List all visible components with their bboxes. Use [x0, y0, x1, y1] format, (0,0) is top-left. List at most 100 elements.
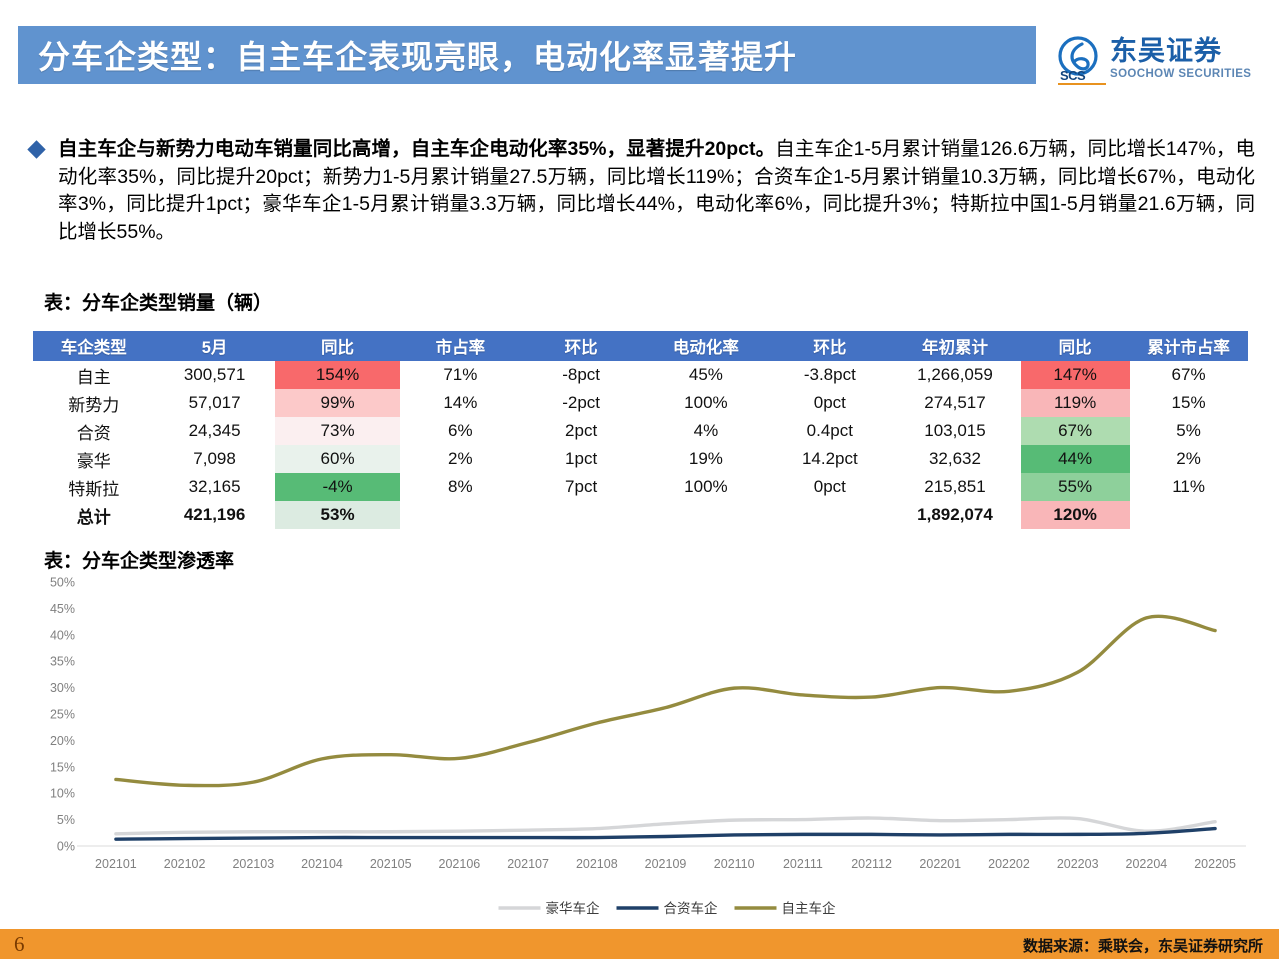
table-cell: 32,165 — [188, 477, 241, 496]
table-cell: 73% — [275, 417, 400, 445]
table-cell — [1130, 501, 1248, 529]
table-cell: 7,098 — [193, 449, 236, 468]
table-col-header: 年初累计 — [888, 331, 1022, 361]
table-cell: 421,196 — [183, 505, 246, 524]
table-cell: 0pct — [813, 393, 846, 412]
logo-mark-icon: SCS — [1058, 36, 1106, 85]
table-cell: 0pct — [813, 477, 846, 496]
chart-x-tick-label: 202104 — [301, 857, 343, 871]
table-cell — [400, 501, 521, 529]
table-cell: 32,632 — [928, 449, 981, 468]
table-cell: 55% — [1020, 473, 1130, 501]
table-row-label: 特斯拉 — [68, 479, 120, 499]
page-number: 6 — [14, 932, 25, 956]
page-title: 分车企类型：自主车企表现亮眼，电动化率显著提升 — [38, 39, 798, 75]
chart-x-tick-label: 202108 — [576, 857, 618, 871]
table-cell: 60% — [275, 445, 400, 473]
bullet-diamond-icon — [27, 140, 46, 159]
chart-x-tick-label: 202102 — [164, 857, 206, 871]
table-col-header: 环比 — [520, 331, 643, 361]
table-cell: 53% — [275, 501, 400, 529]
bullet-block: 自主车企与新势力电动车销量同比高增，自主车企电动化率35%，显著提升20pct。… — [27, 136, 1255, 246]
table-cell: 215,851 — [924, 477, 986, 496]
chart-x-tick-label: 202106 — [439, 857, 481, 871]
table-cell: 100% — [684, 477, 728, 496]
table-cell — [770, 501, 889, 529]
table-cell: 100% — [684, 393, 728, 412]
table-cell: 4% — [693, 421, 719, 440]
chart-x-tick-label: 202105 — [370, 857, 412, 871]
chart-title: 表：分车企类型渗透率 — [44, 551, 235, 572]
table-cell: 300,571 — [183, 365, 246, 384]
chart-x-tick-label: 202204 — [1126, 857, 1168, 871]
table-cell: 24,345 — [188, 421, 241, 440]
table-cell: 15% — [1171, 393, 1206, 412]
bullet-lead: 自主车企与新势力电动车销量同比高增，自主车企电动化率35%，显著提升20pct。 — [58, 138, 776, 160]
table-cell: 19% — [688, 449, 723, 468]
table-header-row: 车企类型 5月 同比 市占率 环比 电动化率 环比 年初累计 同比 累计市占率 — [33, 331, 1248, 361]
chart-x-tick-label: 202110 — [714, 857, 755, 871]
table-cell: 7pct — [565, 477, 598, 496]
table-row-label: 新势力 — [68, 395, 120, 415]
chart-x-tick-label: 202205 — [1194, 857, 1236, 871]
table1-wrapper: 车企类型 5月 同比 市占率 环比 电动化率 环比 年初累计 同比 累计市占率 自主 300,571… — [33, 331, 1248, 529]
chart-x-tick-label: 202109 — [645, 857, 687, 871]
logo-company-cn: 东吴证券 — [1110, 36, 1222, 66]
chart-y-tick-label: 10% — [50, 787, 75, 801]
logo-underline — [1058, 82, 1106, 85]
chart-y-tick-label: 5% — [57, 813, 75, 827]
table-cell: -2pct — [562, 393, 601, 412]
table-cell: 6% — [448, 421, 473, 440]
table-cell: 67% — [1020, 417, 1130, 445]
table1-title: 表：分车企类型销量（辆） — [44, 293, 273, 314]
table-cell — [642, 501, 771, 529]
bullet-body: 自主车企1-5月累计销量126.6万辆，同比增长147%，电动化率35%，同比提… — [58, 138, 1255, 243]
table-cell: 103,015 — [924, 421, 986, 440]
chart-y-tick-label: 40% — [50, 628, 75, 642]
table-cell: 120% — [1020, 501, 1130, 529]
table-cell: 2% — [448, 449, 473, 468]
table-cell: 1pct — [565, 449, 598, 468]
sales-table-body: 自主 300,571 154% 71% -8pct 45% -3.8pct 1,266,059… — [34, 361, 1248, 529]
chart-y-tick-label: 50% — [50, 576, 75, 590]
table-row: 特斯拉 32,165 -4% 8% 7pct 100% 0pct 215,851 55% 11% — [34, 473, 1248, 501]
chart-x-tick-label: 202201 — [919, 857, 961, 871]
slide-footer: 6 数据来源：乘联会，东吴证券研究所 — [0, 929, 1279, 959]
chart-y-tick-label: 15% — [50, 760, 75, 774]
logo-company-en: SOOCHOW SECURITIES — [1110, 68, 1252, 80]
table-cell: 0.4pct — [806, 421, 853, 440]
legend-label: 豪华车企 — [546, 900, 600, 916]
table-col-header: 车企类型 — [33, 331, 155, 361]
chart-y-tick-label: 35% — [50, 655, 75, 669]
table-row: 豪华 7,098 60% 2% 1pct 19% 14.2pct 32,632 44% 2% — [34, 445, 1248, 473]
chart-y-tick-label: 45% — [50, 602, 75, 616]
table-row-label: 合资 — [76, 423, 111, 443]
table-col-header: 5月 — [153, 331, 276, 361]
table-cell: 99% — [275, 389, 400, 417]
legend-label: 合资车企 — [664, 900, 718, 916]
title-bar: 分车企类型：自主车企表现亮眼，电动化率显著提升 — [18, 26, 1036, 84]
penetration-chart: 0% 5% 10% 15% 20% 25% 30% 35% 40% 45% 50% 202101 202… — [33, 574, 1258, 924]
table-cell: 14% — [443, 393, 478, 412]
chart-x-tick-label: 202103 — [232, 857, 274, 871]
table-cell: 11% — [1172, 477, 1205, 496]
source-note: 数据来源：乘联会，东吴证券研究所 — [1022, 938, 1263, 955]
table-cell: 1,892,074 — [917, 505, 993, 524]
chart-x-tick-label: 202202 — [988, 857, 1030, 871]
table-cell: 57,017 — [188, 393, 241, 412]
table-row-label: 总计 — [76, 507, 111, 527]
table-cell: 1,266,059 — [917, 365, 993, 384]
table-cell — [521, 501, 642, 529]
chart-y-tick-label: 0% — [57, 840, 75, 854]
chart-x-tick-label: 202203 — [1057, 857, 1099, 871]
logo-abbr: SCS — [1060, 68, 1086, 83]
table-col-header: 累计市占率 — [1129, 331, 1248, 361]
chart-svg: 0% 5% 10% 15% 20% 25% 30% 35% 40% 45% 50% 202101 202… — [50, 576, 1246, 916]
table-cell: 44% — [1020, 445, 1130, 473]
table-row: 总计 421,196 53% 1,892,074 120% — [34, 501, 1248, 529]
chart-x-tick-label: 202107 — [507, 857, 549, 871]
table-cell: 147% — [1020, 361, 1130, 389]
table-row: 自主 300,571 154% 71% -8pct 45% -3.8pct 1,266,059… — [34, 361, 1248, 389]
table-cell: 2pct — [565, 421, 598, 440]
table-row-label: 自主 — [76, 367, 111, 387]
